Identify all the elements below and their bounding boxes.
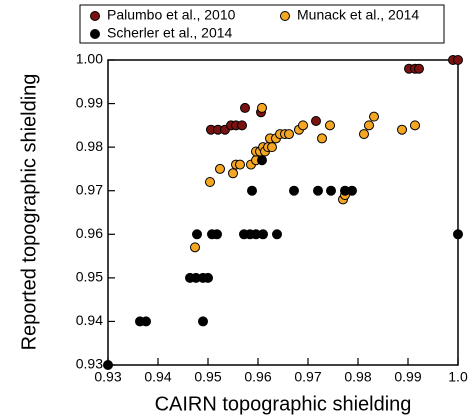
data-point xyxy=(284,129,294,140)
data-point xyxy=(364,120,374,131)
data-point xyxy=(257,102,267,113)
x-tick-label: 0.97 xyxy=(294,369,321,385)
data-point xyxy=(237,120,247,131)
data-point xyxy=(103,360,113,370)
data-point xyxy=(205,177,215,187)
legend-label: Palumbo et al., 2010 xyxy=(107,7,236,23)
data-point xyxy=(192,229,202,240)
data-point xyxy=(190,242,200,253)
data-point xyxy=(215,163,225,174)
legend-marker xyxy=(280,11,290,21)
data-point xyxy=(369,111,379,122)
x-tick-label: 0.99 xyxy=(394,369,421,385)
data-point xyxy=(325,120,335,131)
data-point xyxy=(410,120,420,131)
x-tick-label: 0.96 xyxy=(244,369,271,385)
data-point xyxy=(453,55,463,65)
y-tick-label: 1.00 xyxy=(76,51,103,67)
x-tick-label: 0.94 xyxy=(144,369,171,385)
y-tick-label: 0.93 xyxy=(76,356,103,372)
data-point xyxy=(311,116,321,126)
data-point xyxy=(347,185,357,196)
data-point xyxy=(258,229,268,240)
data-point xyxy=(272,229,282,240)
x-tick-label: 1.0 xyxy=(448,369,468,385)
y-tick-label: 0.95 xyxy=(76,269,103,285)
legend-marker xyxy=(90,29,100,39)
x-tick-label: 0.98 xyxy=(344,369,371,385)
x-tick-label: 0.93 xyxy=(94,369,121,385)
data-point xyxy=(198,316,208,327)
y-tick-label: 0.96 xyxy=(76,225,103,241)
data-point xyxy=(267,142,277,153)
data-point xyxy=(247,185,257,196)
data-point xyxy=(240,102,250,113)
data-point xyxy=(228,168,238,179)
data-point xyxy=(298,120,308,131)
data-point xyxy=(257,155,267,166)
data-point xyxy=(359,129,369,140)
x-axis-title: CAIRN topographic shielding xyxy=(155,393,412,415)
y-tick-label: 0.98 xyxy=(76,138,103,154)
data-point xyxy=(326,185,336,196)
data-point xyxy=(212,229,222,240)
legend-box xyxy=(79,4,445,44)
data-point xyxy=(313,185,323,196)
data-point xyxy=(289,185,299,196)
y-tick-label: 0.94 xyxy=(76,312,103,328)
y-axis-title: Reported topographic shielding xyxy=(18,74,40,351)
plot-frame xyxy=(107,59,459,366)
data-point xyxy=(203,272,213,283)
x-tick-label: 0.95 xyxy=(194,369,221,385)
data-point xyxy=(141,316,151,327)
data-point xyxy=(317,133,327,144)
legend-label: Munack et al., 2014 xyxy=(297,7,419,23)
legend-label: Scherler et al., 2014 xyxy=(107,25,233,41)
data-point xyxy=(235,159,245,170)
data-point xyxy=(453,229,463,240)
y-tick-label: 0.97 xyxy=(76,181,103,197)
legend-marker xyxy=(90,11,100,21)
data-point xyxy=(397,124,407,135)
y-tick-label: 0.99 xyxy=(76,94,103,110)
data-point xyxy=(414,63,424,74)
